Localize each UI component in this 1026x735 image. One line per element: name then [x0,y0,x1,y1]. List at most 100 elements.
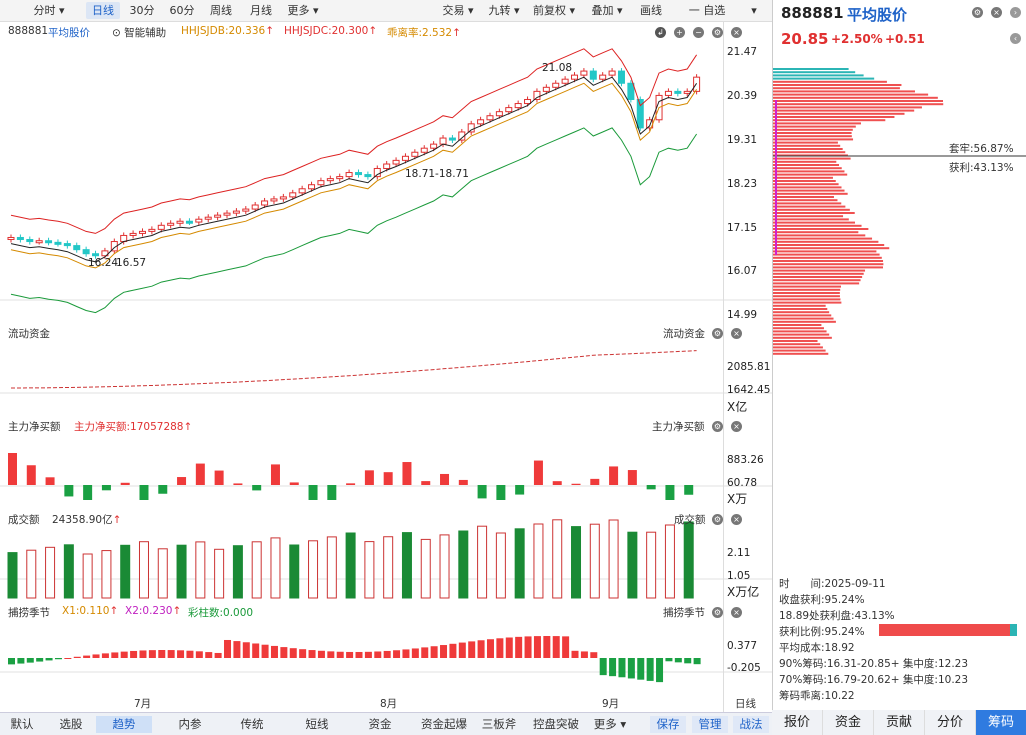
period-tab[interactable]: 周线 [210,4,232,17]
right-tab[interactable]: 筹码 [976,710,1026,735]
indicator-tab[interactable]: 资金起爆 [421,717,467,731]
candle [664,90,672,96]
price-ytick: 17.15 [727,222,758,234]
volume-ytick: 2.11 [727,547,751,559]
close-icon[interactable]: × [731,328,742,339]
smart-assist-toggle[interactable]: ⊙ 智能辅助 [112,27,167,39]
candle [92,253,100,257]
toolbar-action[interactable]: 一 自选 [688,4,726,17]
right-tab[interactable]: 贡献 [874,710,925,735]
candle [167,222,175,226]
chip-bar [773,199,838,202]
settings-icon[interactable]: ⚙ [712,514,723,525]
xaxis-period[interactable]: 日线 [735,698,756,710]
period-tab[interactable]: 60分 [169,4,195,17]
toolbar-action[interactable]: 画线 [640,4,662,17]
volume-bar [63,544,74,599]
right-chg: +0.51 [885,32,925,46]
right-tab[interactable]: 分价 [925,710,976,735]
volume-bar [683,521,694,599]
close-icon[interactable]: × [731,607,742,618]
toolbar-action[interactable]: 前复权 ▾ [532,4,576,17]
netflow-bar [609,466,619,485]
period-tab[interactable]: 日线 [86,2,120,19]
right-tab[interactable]: 报价 [772,710,823,735]
volume-bar [495,532,506,599]
bottom-action[interactable]: 保存 [650,716,686,733]
arrow-up-icon: ↑ [265,25,275,37]
right-tab[interactable]: 资金 [823,710,874,735]
settings-icon[interactable]: ⚙ [712,328,723,339]
indicator-tab[interactable]: 控盘突破 [533,717,579,731]
indicator-tab[interactable]: 传统 [240,717,264,731]
indicator-tab[interactable]: 趋势 [96,716,152,733]
volume-bar [514,528,525,599]
volume-bar [364,541,375,599]
candle [138,230,146,234]
indicator-tab[interactable]: 内参 [178,717,202,731]
envelope-lower-line [10,127,698,314]
season-bar [336,651,344,658]
netflow-bar [289,482,299,485]
indicator-jsjdb: HHJSJDB:20.336↑ [181,25,275,37]
candle [185,220,193,224]
settings-icon[interactable]: ⚙ [712,607,723,618]
chip-bar [773,160,837,163]
toolbar-action[interactable]: 叠加 ▾ [591,4,623,17]
volume-bar [401,532,412,599]
chart-area[interactable] [0,22,772,712]
period-tab[interactable]: 30分 [129,4,155,17]
season-bar [83,655,91,658]
volume-bar [646,531,657,599]
chip-bar [773,122,861,125]
indicator-tab[interactable]: 短线 [305,717,329,731]
season-bar [120,651,128,658]
close-icon[interactable]: × [731,421,742,432]
plus-icon[interactable]: + [674,27,685,38]
annotation-low1: 16.24 [88,257,119,269]
collapse-icon[interactable]: › [1010,7,1021,18]
indicator-tab[interactable]: 默认 [10,717,34,731]
chip-bar [773,189,845,192]
chip-bar [773,298,841,301]
period-tab[interactable]: 更多 ▾ [287,4,319,17]
indicator-tab[interactable]: 三板斧 [481,717,517,731]
season-bar [327,651,335,658]
candle [308,184,316,190]
season-bar [270,645,278,658]
collapse-icon[interactable]: ‹ [1010,33,1021,44]
chip-bar [773,292,840,294]
candle [439,137,447,145]
close-icon[interactable]: × [991,7,1002,18]
settings-icon[interactable]: ⚙ [712,421,723,432]
period-tab[interactable]: 月线 [250,4,272,17]
toolbar-action[interactable]: 交易 ▾ [442,4,474,17]
candle [505,107,513,113]
toolbar-action[interactable]: 九转 ▾ [488,4,520,17]
settings-icon[interactable]: ⚙ [712,27,723,38]
indicator-tab[interactable]: 更多 ▾ [593,717,627,731]
chip-bar [773,170,845,173]
season-bar [64,658,72,659]
season-bar [242,642,250,658]
season-bar [477,640,485,658]
period-tab[interactable]: 分时 ▾ [33,4,65,17]
info-c90: 90%筹码:16.31-20.85+ 集中度:12.23 [779,658,969,670]
chevron-down-icon[interactable]: ▾ [751,4,757,17]
candle [524,98,532,105]
indicator-tab[interactable]: 选股 [59,717,83,731]
chip-bar [773,116,895,118]
bottom-action[interactable]: 战法 [733,716,769,733]
candle [289,192,297,198]
season-bar [599,658,607,676]
flow-title-right: 流动资金 [663,328,705,340]
chip-bar [773,157,851,160]
bottom-action[interactable]: 管理 [692,716,728,733]
return-icon[interactable]: ↲ [655,27,666,38]
close-icon[interactable]: × [731,27,742,38]
minus-icon[interactable]: − [693,27,704,38]
settings-icon[interactable]: ⚙ [972,7,983,18]
chip-bar [773,263,884,266]
indicator-tab[interactable]: 资金 [368,717,392,731]
close-icon[interactable]: × [731,514,742,525]
